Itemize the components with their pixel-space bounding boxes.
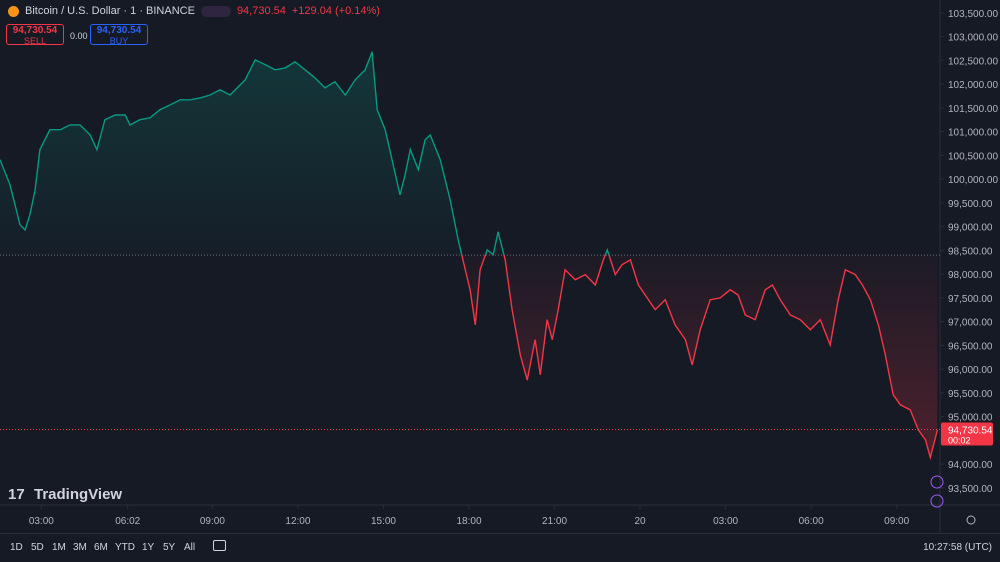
logo-icon: 17 [8,486,25,503]
chart: TradingView 17 93,500.0094,000.0094,500.… [0,0,1000,533]
y-tick-label: 101,000.00 [948,128,998,139]
y-tick-label: 97,000.00 [948,318,993,329]
y-tick-label: 95,000.00 [948,413,993,424]
y-tick-label: 96,500.00 [948,341,993,352]
buy-label: BUY [109,36,129,46]
x-tick-label: 09:00 [200,516,225,527]
x-tick-label: 12:00 [285,516,310,527]
range-button[interactable]: 3M [73,542,87,553]
y-tick-label: 103,500.00 [948,9,998,20]
alert-icon[interactable] [930,475,944,489]
sell-button[interactable]: 94,730.54 SELL [6,24,64,46]
date-range-icon[interactable] [213,540,226,551]
settings-icon[interactable] [966,515,976,525]
x-tick-label: 06:00 [799,516,824,527]
x-tick-label: 21:00 [542,516,567,527]
sell-price: 94,730.54 [12,25,58,36]
y-tick-label: 94,000.00 [948,460,993,471]
coin-icon [8,5,19,17]
logo[interactable]: TradingView [34,486,122,503]
x-tick-label: 09:00 [884,516,909,527]
header: Bitcoin / U.S. Dollar · 1 · BINANCE 94,7… [8,5,380,17]
status-pill[interactable] [200,5,231,17]
y-tick-label: 101,500.00 [948,104,998,115]
x-tick-label: 03:00 [713,516,738,527]
buy-button[interactable]: 94,730.54 BUY [90,24,148,46]
y-tick-label: 98,000.00 [948,270,993,281]
y-tick-label: 96,000.00 [948,365,993,376]
symbol-title[interactable]: Bitcoin / U.S. Dollar · 1 · BINANCE [25,5,195,17]
range-button[interactable]: 1Y [142,542,155,553]
x-tick-label: 15:00 [371,516,396,527]
range-button[interactable]: YTD [115,542,135,553]
sell-label: SELL [23,36,47,46]
y-tick-label: 99,500.00 [948,199,993,210]
last-price-label: 94,730.54 [948,425,993,436]
price-change: +129.04 (+0.14%) [291,5,380,17]
range-button[interactable]: All [184,542,196,553]
spread: 0.00 [70,31,88,41]
x-tick-label: 06:02 [115,516,140,527]
range-button[interactable]: 5D [31,542,44,553]
y-tick-label: 97,500.00 [948,294,993,305]
y-tick-label: 103,000.00 [948,33,998,44]
y-tick-label: 95,500.00 [948,389,993,400]
x-tick-label: 20 [635,516,647,527]
buy-price: 94,730.54 [96,25,142,36]
bottom-toolbar: 1D 5D 1M 3M 6M YTD 1Y 5Y All 10:27:58 (UTC) [0,533,1000,562]
alert-icon[interactable] [930,494,944,508]
clock: 10:27:58 (UTC) [923,542,992,553]
y-tick-label: 99,000.00 [948,223,993,234]
price-line [0,51,939,461]
range-button[interactable]: 6M [94,542,108,553]
x-tick-label: 03:00 [29,516,54,527]
y-tick-label: 102,000.00 [948,80,998,91]
y-tick-label: 100,000.00 [948,175,998,186]
last-price-box [941,422,993,446]
y-tick-label: 93,500.00 [948,484,993,495]
range-button[interactable]: 1M [52,542,66,553]
y-tick-label: 98,500.00 [948,246,993,257]
area [0,51,938,458]
last-price: 94,730.54 [236,5,286,17]
y-tick-label: 100,500.00 [948,151,998,162]
range-button[interactable]: 5Y [163,542,176,553]
x-tick-label: 18:00 [456,516,481,527]
countdown: 00:02 [948,435,971,445]
y-tick-label: 102,500.00 [948,56,998,67]
range-button[interactable]: 1D [10,542,23,553]
